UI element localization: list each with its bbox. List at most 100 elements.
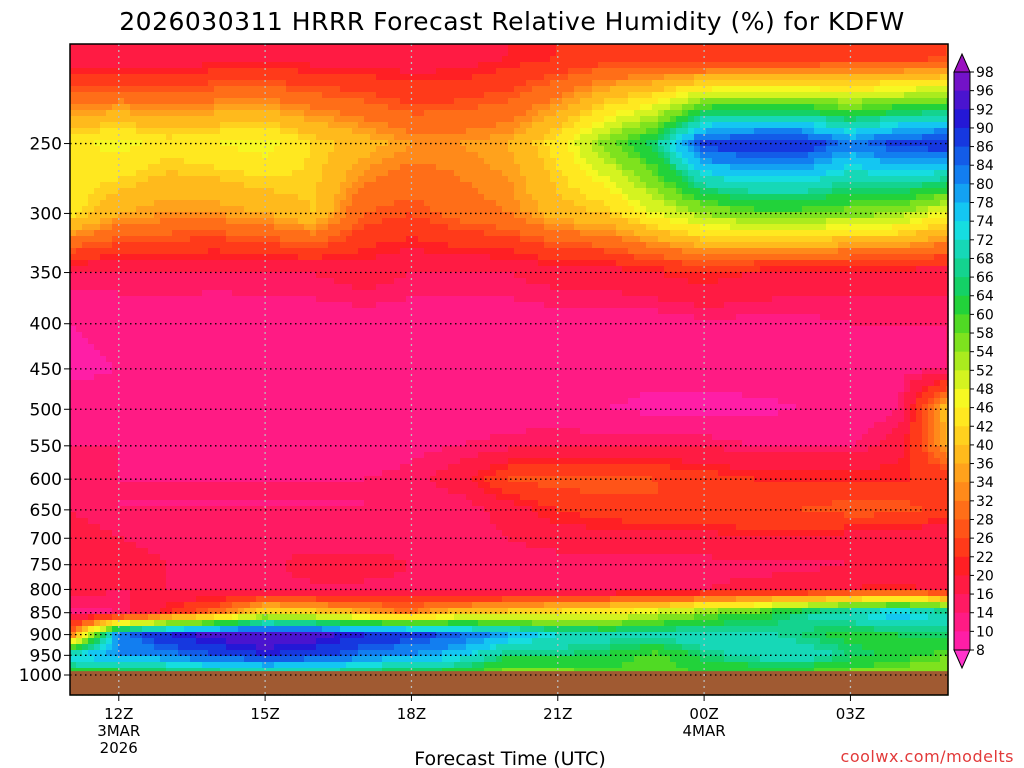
humidity-cell — [82, 44, 89, 51]
humidity-cell — [238, 224, 245, 231]
humidity-cell — [436, 152, 443, 159]
humidity-cell — [772, 236, 779, 243]
humidity-cell — [424, 86, 431, 93]
humidity-cell — [856, 158, 863, 165]
humidity-cell — [184, 158, 191, 165]
humidity-cell — [736, 74, 743, 81]
humidity-cell — [118, 116, 125, 123]
humidity-cell — [790, 74, 797, 81]
humidity-cell — [682, 218, 689, 225]
humidity-cell — [844, 164, 851, 171]
humidity-cell — [70, 68, 77, 75]
humidity-cell — [868, 92, 875, 99]
humidity-cell — [940, 122, 947, 129]
humidity-cell — [340, 44, 347, 51]
humidity-cell — [442, 116, 449, 123]
humidity-cell — [676, 140, 683, 147]
humidity-cell — [208, 74, 215, 81]
humidity-cell — [844, 218, 851, 225]
humidity-cell — [478, 224, 485, 231]
humidity-cell — [634, 110, 641, 117]
humidity-cell — [292, 104, 299, 111]
humidity-cell — [538, 182, 545, 189]
humidity-cell — [76, 164, 83, 171]
humidity-cell — [292, 122, 299, 129]
humidity-cell — [406, 74, 413, 81]
humidity-cell — [814, 152, 821, 159]
humidity-cell — [538, 92, 545, 99]
humidity-cell — [730, 74, 737, 81]
humidity-cell — [568, 128, 575, 135]
humidity-cell — [412, 224, 419, 231]
humidity-cell — [214, 74, 221, 81]
humidity-cell — [574, 104, 581, 111]
humidity-cell — [508, 206, 515, 213]
humidity-cell — [106, 152, 113, 159]
humidity-cell — [376, 50, 383, 57]
humidity-cell — [334, 182, 341, 189]
humidity-cell — [298, 68, 305, 75]
humidity-cell — [202, 86, 209, 93]
humidity-cell — [610, 74, 617, 81]
humidity-cell — [874, 86, 881, 93]
humidity-cell — [922, 224, 929, 231]
humidity-cell — [88, 116, 95, 123]
humidity-cell — [904, 50, 911, 57]
humidity-cell — [106, 242, 113, 249]
humidity-cell — [466, 86, 473, 93]
humidity-cell — [550, 230, 557, 237]
humidity-cell — [694, 242, 701, 249]
humidity-cell — [148, 206, 155, 213]
humidity-cell — [232, 56, 239, 63]
humidity-cell — [430, 182, 437, 189]
humidity-cell — [190, 86, 197, 93]
humidity-cell — [856, 212, 863, 219]
humidity-cell — [898, 68, 905, 75]
humidity-cell — [394, 146, 401, 153]
humidity-cell — [442, 236, 449, 243]
humidity-cell — [730, 242, 737, 249]
humidity-cell — [838, 122, 845, 129]
humidity-cell — [898, 188, 905, 195]
humidity-cell — [280, 176, 287, 183]
humidity-cell — [682, 98, 689, 105]
humidity-cell — [100, 164, 107, 171]
humidity-cell — [88, 56, 95, 63]
humidity-cell — [898, 152, 905, 159]
humidity-cell — [832, 236, 839, 243]
humidity-cell — [208, 56, 215, 63]
humidity-cell — [844, 80, 851, 87]
humidity-cell — [352, 224, 359, 231]
humidity-cell — [160, 146, 167, 153]
humidity-cell — [892, 122, 899, 129]
humidity-cell — [670, 110, 677, 117]
humidity-cell — [772, 164, 779, 171]
humidity-cell — [622, 176, 629, 183]
humidity-cell — [400, 236, 407, 243]
humidity-cell — [406, 176, 413, 183]
humidity-cell — [850, 158, 857, 165]
humidity-cell — [820, 236, 827, 243]
humidity-cell — [832, 104, 839, 111]
humidity-cell — [238, 110, 245, 117]
humidity-cell — [376, 152, 383, 159]
humidity-cell — [940, 68, 947, 75]
humidity-cell — [802, 146, 809, 153]
humidity-cell — [298, 134, 305, 141]
humidity-cell — [400, 104, 407, 111]
humidity-cell — [748, 128, 755, 135]
humidity-cell — [328, 242, 335, 249]
humidity-cell — [538, 122, 545, 129]
humidity-cell — [454, 212, 461, 219]
humidity-cell — [502, 170, 509, 177]
humidity-cell — [754, 236, 761, 243]
humidity-cell — [400, 110, 407, 117]
humidity-cell — [568, 116, 575, 123]
humidity-cell — [754, 152, 761, 159]
humidity-cell — [898, 206, 905, 213]
humidity-cell — [148, 236, 155, 243]
humidity-cell — [814, 212, 821, 219]
humidity-cell — [748, 98, 755, 105]
humidity-cell — [208, 200, 215, 207]
humidity-cell — [826, 104, 833, 111]
